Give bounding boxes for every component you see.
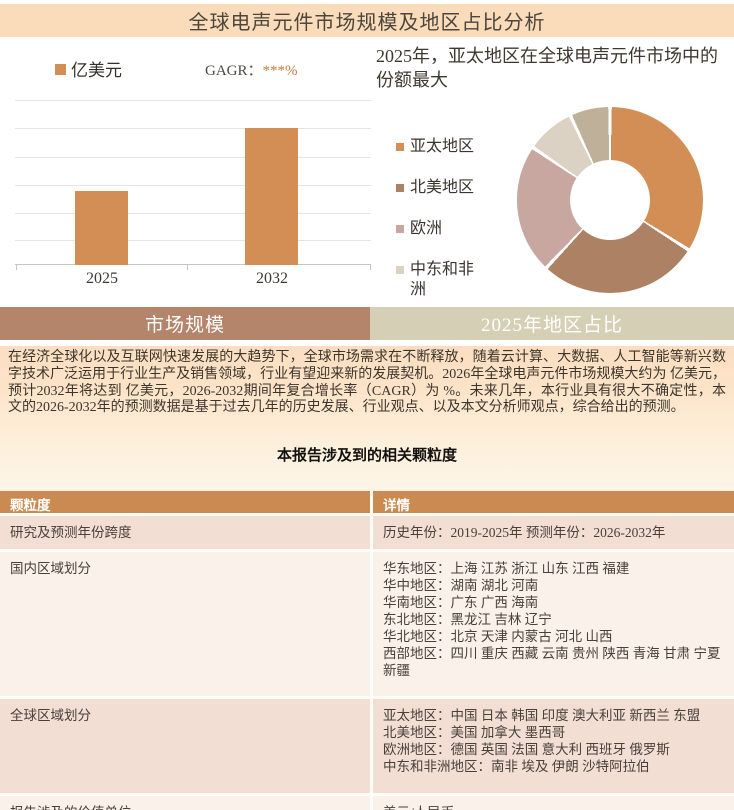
gridline [15,240,371,241]
title-bar: 全球电声元件市场规模及地区占比分析 [0,4,734,37]
legend-item: 北美地区 [396,178,484,198]
tab-label: 2025年地区占比 [480,315,623,336]
donut-legend: 亚太地区 北美地区 欧洲 中东和非洲 [396,137,484,321]
legend-item: 欧洲 [396,219,484,239]
table-header-row: 颗粒度 详情 [0,491,734,513]
bar [245,128,298,265]
row-detail-cell: 历史年份：2019-2025年 预测年份：2026-2032年 [373,516,734,549]
gridline [15,128,371,129]
tab-region-share[interactable]: 2025年地区占比 [370,307,734,340]
granularity-table: 颗粒度 详情 研究及预测年份跨度 历史年份：2019-2025年 预测年份：20… [0,491,734,810]
cagr-value: ***% [262,63,298,79]
gridline [15,157,371,158]
bar-plot-area [15,100,371,270]
legend-swatch-icon [396,143,404,151]
tab-label: 市场规模 [144,315,225,336]
lower-section: 在经济全球化以及互联网快速发展的大趋势下，全球市场需求在不断释放，随着云计算、大… [0,346,734,810]
table-row: 国内区域划分 华东地区：上海 江苏 浙江 山东 江西 福建 华中地区：湖南 湖北… [0,552,734,696]
legend-label: 北美地区 [410,179,475,196]
section-tabs: 市场规模 2025年地区占比 [0,307,734,340]
header-cell-granularity: 颗粒度 [0,491,370,513]
legend-swatch-icon [396,225,404,233]
x-tick-label: 2032 [256,270,288,287]
legend-item: 亚太地区 [396,137,484,157]
row-detail-cell: 美元/人民币 [373,796,734,810]
axis-tick [16,264,17,270]
legend-item: 中东和非洲 [396,260,484,300]
row-label-cell: 全球区域划分 [0,699,370,793]
row-label-cell: 研究及预测年份跨度 [0,516,370,549]
donut-title: 2025年，亚太地区在全球电声元件市场中的份额最大 [376,46,718,90]
gridline [15,213,371,214]
header-cell-detail: 详情 [373,491,734,513]
x-tick-label: 2025 [86,270,118,287]
legend-swatch-icon [396,184,404,192]
cagr-label: GAGR： [205,63,263,79]
cagr-annotation: GAGR：***% [205,59,298,80]
market-summary-paragraph: 在经济全球化以及互联网快速发展的大趋势下，全球市场需求在不断释放，随着云计算、大… [8,350,726,416]
bar-legend-label: 亿美元 [71,61,122,80]
gridline [15,100,371,101]
row-detail-cell: 亚太地区：中国 日本 韩国 印度 澳大利亚 新西兰 东盟 北美地区：美国 加拿大… [373,699,734,793]
charts-section: 亿美元 GAGR：***% 2025 2032 2025年，亚太地区在全球电声元… [0,37,734,307]
row-label-cell: 国内区域划分 [0,552,370,696]
legend-swatch-icon [396,266,404,274]
x-axis-line [15,264,371,265]
bar-legend-swatch-icon [55,64,66,75]
legend-label: 中东和非洲 [410,261,475,298]
legend-label: 欧洲 [410,220,443,237]
bar [75,191,128,265]
granularity-title: 本报告涉及到的相关颗粒度 [276,448,457,464]
row-detail-cell: 华东地区：上海 江苏 浙江 山东 江西 福建 华中地区：湖南 湖北 河南 华南地… [373,552,734,696]
table-row: 全球区域划分 亚太地区：中国 日本 韩国 印度 澳大利亚 新西兰 东盟 北美地区… [0,699,734,793]
gridline [15,185,371,186]
table-row: 报告涉及的价值单位 美元/人民币 [0,796,734,810]
row-label-cell: 报告涉及的价值单位 [0,796,370,810]
tab-market-size[interactable]: 市场规模 [0,307,370,340]
axis-tick [370,264,371,270]
axis-tick [187,264,188,270]
legend-label: 亚太地区 [410,138,475,155]
table-row: 研究及预测年份跨度 历史年份：2019-2025年 预测年份：2026-2032… [0,516,734,549]
page-title: 全球电声元件市场规模及地区占比分析 [188,12,546,34]
donut-hole [570,160,650,240]
